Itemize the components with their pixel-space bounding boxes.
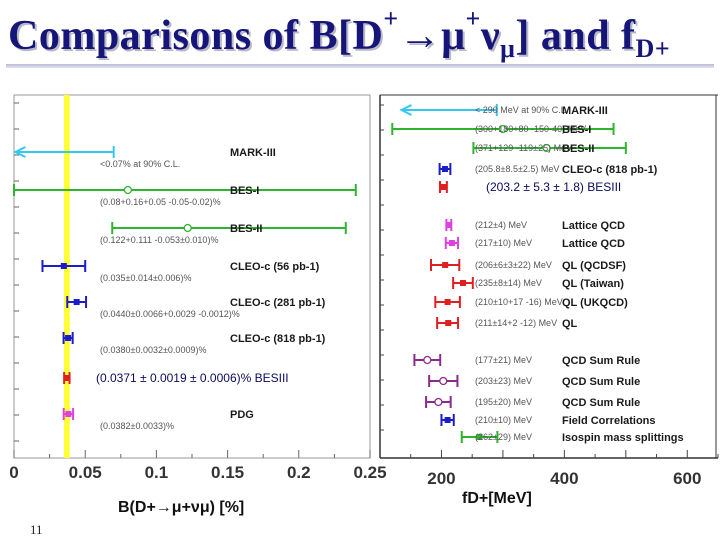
left-point-0-arrowhead xyxy=(13,146,26,158)
right-point-1-marker xyxy=(498,124,508,134)
right-point-5-marker xyxy=(445,222,452,228)
right-xtick-label: 600 xyxy=(673,469,701,488)
left-point-1-marker xyxy=(123,185,133,195)
slide-title: Comparisons of B[D+→μ+νμ] and fD+ xyxy=(8,4,670,64)
right-point-0-arrowhead xyxy=(399,104,412,116)
title-sub: D+ xyxy=(635,34,671,63)
right-method-label: CLEO-c (818 pb-1) xyxy=(562,164,658,176)
title-main: Comparisons of B[D xyxy=(8,13,384,59)
title-arrow: →μ xyxy=(398,13,466,59)
right-point-11-marker xyxy=(423,355,432,365)
right-value-label: (371+129 -119±25) MeV xyxy=(475,143,572,153)
left-xaxis-label: B(D+→μ+νμ) [%] xyxy=(118,499,244,516)
right-value-label: (206±6±3±22) MeV xyxy=(475,260,552,270)
right-value-label: (300+180+80 -150-40) MeV xyxy=(475,124,586,134)
left-experiment-label: BES-I xyxy=(230,185,259,197)
left-point-2-marker xyxy=(183,223,192,233)
right-value-label: (177±21) MeV xyxy=(475,355,532,365)
title-nu-sub: μ xyxy=(500,34,516,63)
title-sup1: + xyxy=(383,4,399,33)
right-method-label: QL (UKQCD) xyxy=(562,297,628,309)
right-point-2-marker xyxy=(542,143,551,153)
right-value-label: (262±29) MeV xyxy=(475,432,532,442)
right-value-label: (235±8±14) MeV xyxy=(475,278,542,288)
right-xaxis-label: fD+[MeV] xyxy=(462,490,532,507)
right-point-7-marker xyxy=(442,262,449,268)
left-experiment-label: BES-II xyxy=(230,223,262,235)
right-method-label: BES-II xyxy=(562,143,594,155)
left-value-label: (0.122+0.111 -0.053±0.010)% xyxy=(100,235,218,245)
title-tail: ] and f xyxy=(515,13,636,59)
right-method-label: Lattice QCD xyxy=(562,238,625,250)
right-method-label: QL xyxy=(562,318,578,330)
right-method-label: QCD Sum Rule xyxy=(562,355,640,367)
right-point-14-marker xyxy=(444,417,451,423)
left-yellow-band xyxy=(63,95,70,458)
right-xtick-label: 400 xyxy=(550,469,578,488)
left-besiii-label: (0.0371 ± 0.0019 ± 0.0006)% BESIII xyxy=(96,371,289,385)
right-value-label: (205.8±8.5±2.5) MeV xyxy=(475,164,559,174)
right-method-label: QCD Sum Rule xyxy=(562,376,640,388)
right-method-label: QL (Taiwan) xyxy=(562,278,624,290)
left-value-label: (0.0380±0.0032±0.0009)% xyxy=(100,345,206,355)
title-underline xyxy=(6,64,714,68)
right-value-label: < 290 MeV at 90% C.L. xyxy=(475,105,568,115)
left-experiment-label: CLEO-c (818 pb-1) xyxy=(230,333,326,345)
right-method-label: QL (QCDSF) xyxy=(562,260,626,272)
right-value-label: (211±14+2 -12) MeV xyxy=(475,318,557,328)
right-point-10-marker xyxy=(445,320,452,326)
left-xtick-label: 0.05 xyxy=(69,463,102,482)
title-sup2: + xyxy=(465,4,481,33)
right-point-8-marker xyxy=(459,280,466,286)
right-point-6-marker xyxy=(448,240,455,246)
slide-number: 11 xyxy=(30,522,43,537)
right-point-13-marker xyxy=(434,397,443,407)
right-method-label: QCD Sum Rule xyxy=(562,397,640,409)
right-value-label: (203±23) MeV xyxy=(475,376,532,386)
right-point-15-marker xyxy=(476,434,483,440)
left-value-label: <0.07% at 90% C.L. xyxy=(100,159,180,169)
left-xtick-label: 0.15 xyxy=(211,463,244,482)
right-value-label: (195±20) MeV xyxy=(475,397,532,407)
left-experiment-label: PDG xyxy=(230,409,254,421)
right-point-3-marker xyxy=(442,166,449,172)
left-experiment-label: CLEO-c (281 pb-1) xyxy=(230,297,326,309)
right-value-label: (210±10+17 -16) MeV xyxy=(475,297,563,307)
left-value-label: (0.08+0.16+0.05 -0.05-0.02)% xyxy=(100,197,221,207)
left-value-label: (0.035±0.014±0.006)% xyxy=(100,273,191,283)
right-xtick-label: 200 xyxy=(427,469,455,488)
left-point-4-marker xyxy=(73,299,80,305)
right-method-label: MARK-III xyxy=(562,105,608,117)
left-point-3-marker xyxy=(60,263,67,269)
right-method-label: Isospin mass splittings xyxy=(562,432,684,444)
right-value-label: (217±10) MeV xyxy=(475,238,532,248)
left-point-6-marker xyxy=(63,375,70,381)
right-value-label: (212±4) MeV xyxy=(475,220,527,230)
right-method-label: Field Correlations xyxy=(562,415,656,427)
left-experiment-label: MARK-III xyxy=(230,147,276,159)
right-method-label: Lattice QCD xyxy=(562,220,625,232)
left-point-5-marker xyxy=(65,335,72,341)
left-xtick-label: 0.1 xyxy=(145,463,169,482)
left-point-7-marker xyxy=(65,411,72,417)
right-point-9-marker xyxy=(444,299,451,305)
right-value-label: (210±10) MeV xyxy=(475,415,532,425)
right-besiii-label: (203.2 ± 5.3 ± 1.8) BESIII xyxy=(486,180,621,194)
left-experiment-label: CLEO-c (56 pb-1) xyxy=(230,261,320,273)
right-point-12-marker xyxy=(439,376,448,386)
left-xtick-label: 0.2 xyxy=(287,463,311,482)
left-value-label: (0.0382±0.0033)% xyxy=(100,421,174,431)
right-method-label: BES-I xyxy=(562,124,591,136)
title-nu: ν xyxy=(480,13,501,59)
left-xtick-label: 0 xyxy=(9,463,18,482)
left-value-label: (0.0440±0.0066+0.0029 -0.0012)% xyxy=(100,309,240,319)
left-xtick-label: 0.25 xyxy=(353,463,386,482)
right-point-4-marker xyxy=(440,184,447,190)
